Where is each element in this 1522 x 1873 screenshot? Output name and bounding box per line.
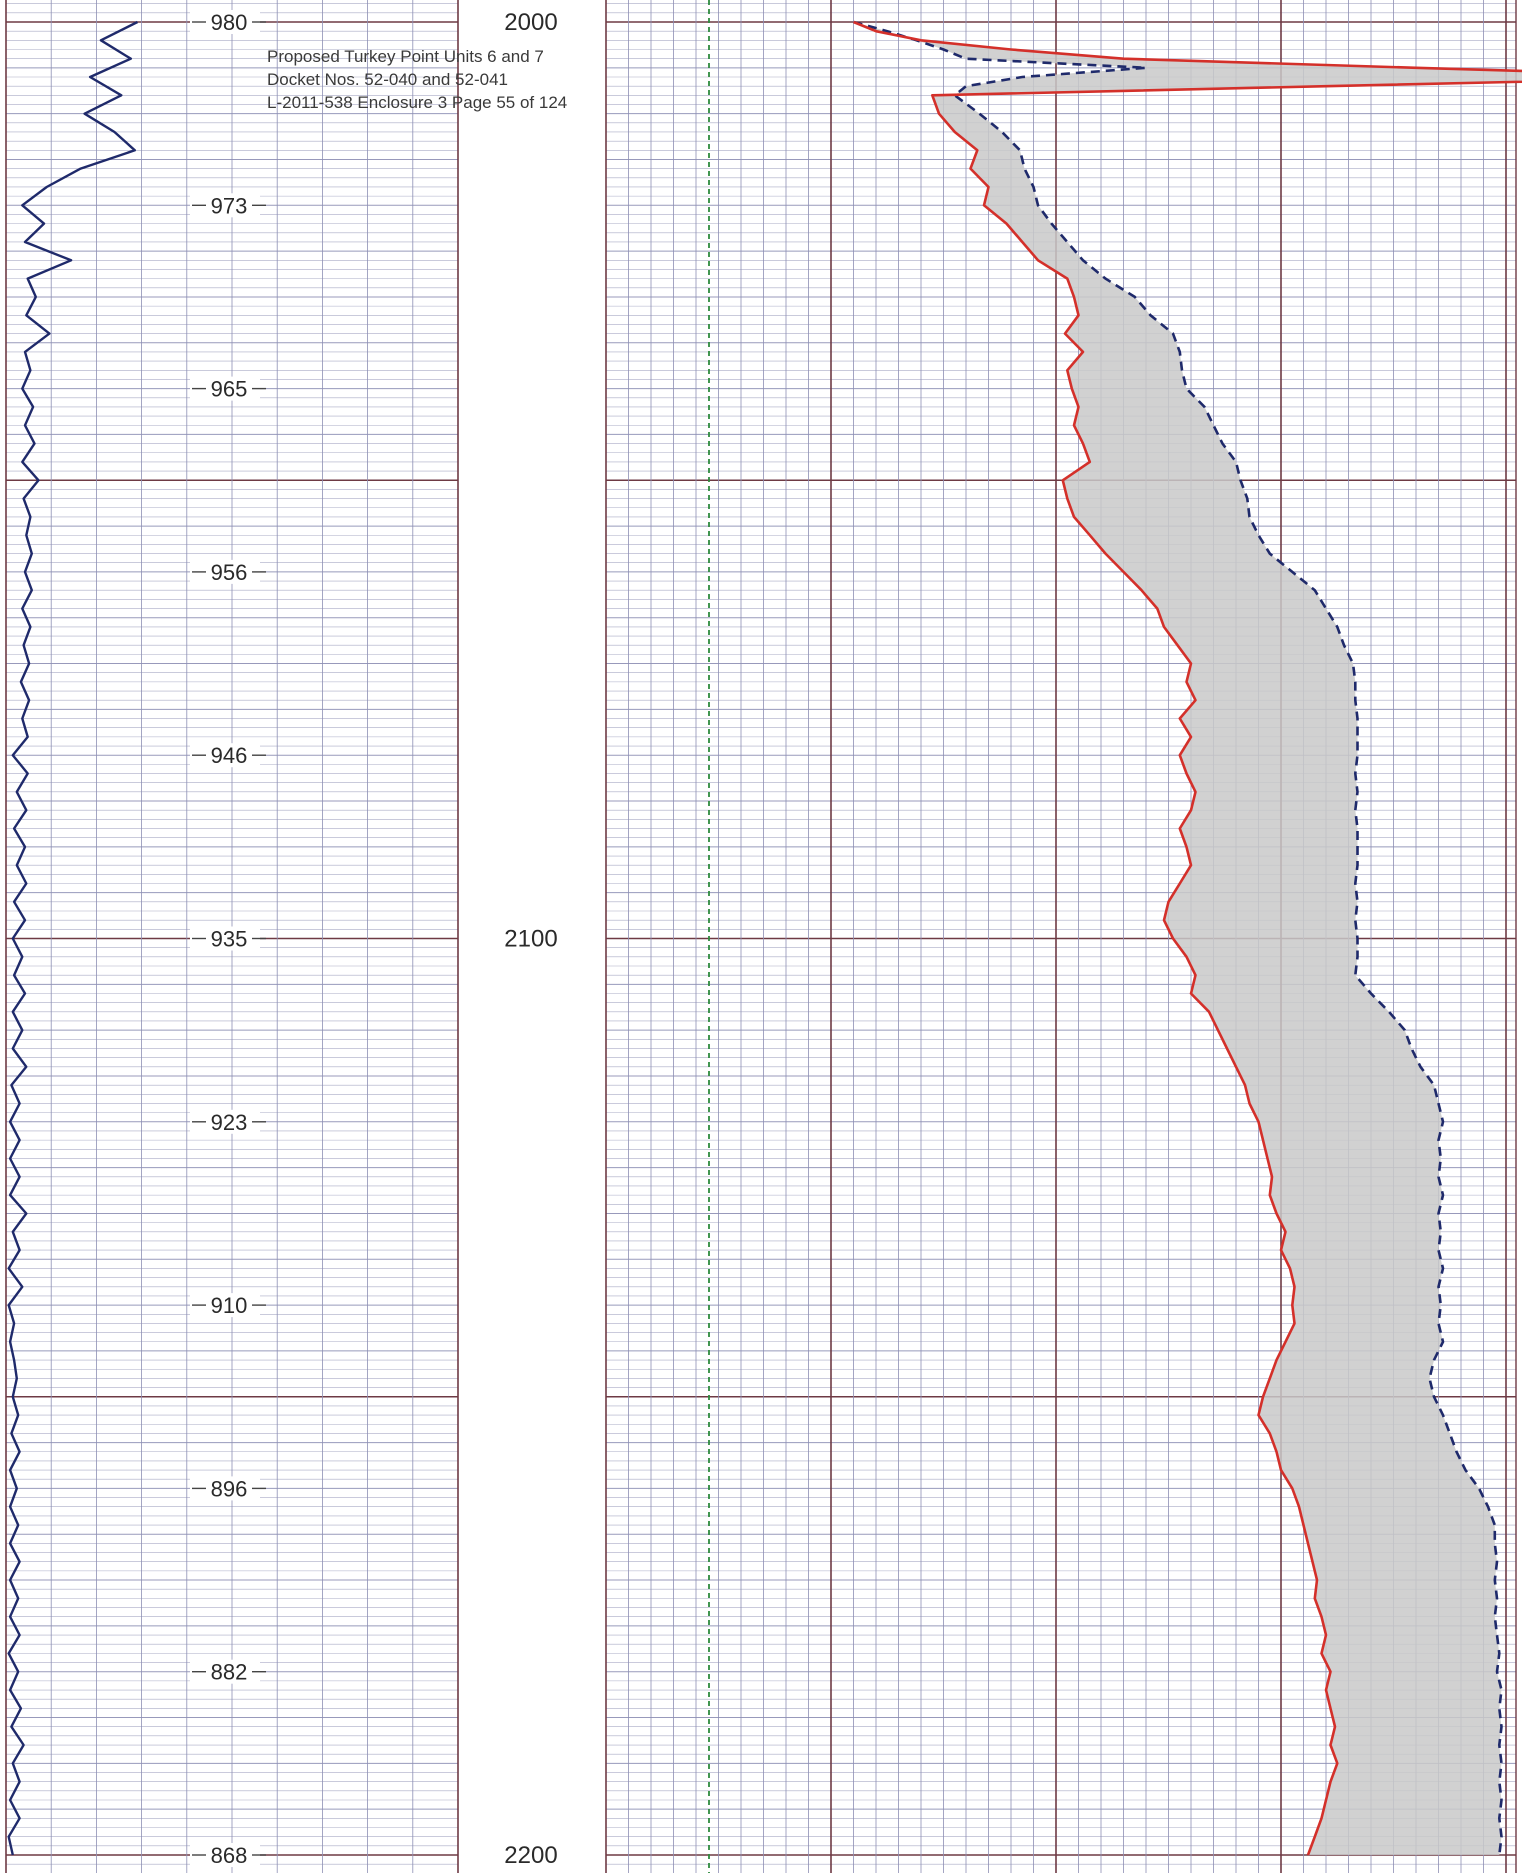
left-track-label: 910	[211, 1293, 248, 1318]
left-track-label: 946	[211, 743, 248, 768]
left-track-label: 980	[211, 10, 248, 35]
left-track-curve	[7, 20, 139, 1856]
left-track-label: 965	[211, 377, 248, 402]
dashed-curve	[853, 20, 1503, 1856]
left-track-label: 868	[211, 1843, 248, 1868]
depth-label-layer: 980 973 965 956 946 935 923 910 896 882 868 2000 210…	[190, 9, 558, 1869]
stamp-line-3: L-2011-538 Enclosure 3 Page 55 of 124	[267, 93, 567, 112]
solid-curve	[853, 20, 1522, 1856]
left-track-label: 896	[211, 1476, 248, 1501]
left-track-label: 956	[211, 560, 248, 585]
stamp-line-1: Proposed Turkey Point Units 6 and 7	[267, 47, 544, 66]
document-stamp: Proposed Turkey Point Units 6 and 7 Dock…	[267, 47, 567, 112]
left-track-label: 923	[211, 1110, 248, 1135]
depth-label: 2200	[504, 1842, 557, 1869]
curve-gap-fill	[853, 22, 1522, 1855]
depth-label: 2100	[504, 926, 557, 953]
left-track-label: 973	[211, 193, 248, 218]
left-track-label: 935	[211, 927, 248, 952]
left-track-label: 882	[211, 1660, 248, 1685]
stamp-line-2: Docket Nos. 52-040 and 52-041	[267, 70, 508, 89]
shaded-fill-layer	[853, 22, 1522, 1855]
curve-layer	[7, 0, 1522, 1873]
depth-label: 2000	[504, 9, 557, 36]
